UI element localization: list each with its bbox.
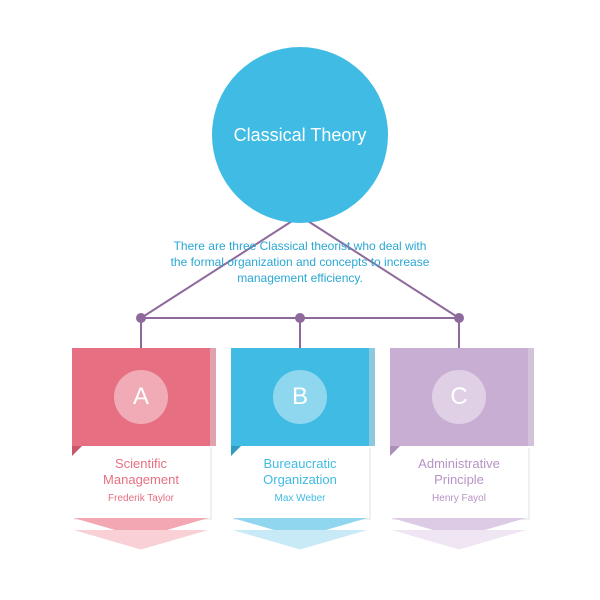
card-b: B BureaucraticOrganization Max Weber [231, 348, 369, 552]
card-body: ScientificManagement Frederik Taylor [72, 446, 210, 518]
diagram-canvas: Classical Theory There are three Classic… [0, 0, 600, 600]
card-a: A ScientificManagement Frederik Taylor [72, 348, 210, 552]
card-body: AdministrativePrinciple Henry Fayol [390, 446, 528, 518]
card-author: Frederik Taylor [78, 493, 204, 504]
card-chevrons [72, 518, 210, 552]
card-header: B [231, 348, 369, 446]
card-letter-badge: C [432, 370, 486, 424]
description-text: There are three Classical theorist who d… [135, 238, 465, 287]
card-letter-badge: A [114, 370, 168, 424]
chevron-down-icon [390, 530, 528, 550]
card-title: AdministrativePrinciple [396, 456, 522, 489]
card-chevrons [390, 518, 528, 552]
chevron-down-icon [72, 530, 210, 550]
chevron-down-icon [231, 530, 369, 550]
card-c: C AdministrativePrinciple Henry Fayol [390, 348, 528, 552]
card-body: BureaucraticOrganization Max Weber [231, 446, 369, 518]
card-title: ScientificManagement [78, 456, 204, 489]
description-line: the formal organization and concepts to … [135, 254, 465, 270]
root-node-circle: Classical Theory [212, 47, 388, 223]
card-letter-badge: B [273, 370, 327, 424]
description-line: management efficiency. [135, 270, 465, 286]
card-author: Henry Fayol [396, 493, 522, 504]
card-author: Max Weber [237, 493, 363, 504]
description-line: There are three Classical theorist who d… [135, 238, 465, 254]
card-header: C [390, 348, 528, 446]
root-node-label: Classical Theory [234, 125, 367, 146]
card-header: A [72, 348, 210, 446]
card-chevrons [231, 518, 369, 552]
card-title: BureaucraticOrganization [237, 456, 363, 489]
